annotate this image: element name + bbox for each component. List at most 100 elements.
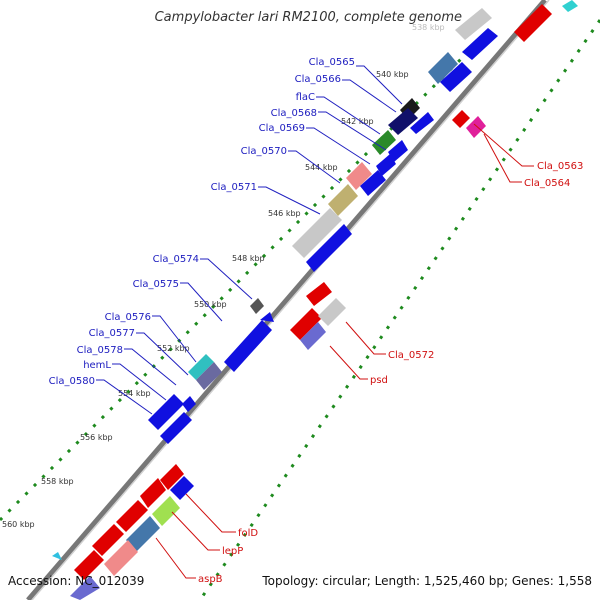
gene-feature [290, 308, 322, 340]
gene-label: psd [370, 375, 388, 386]
gene-feature [188, 354, 214, 380]
gene-label: Cla_0569 [259, 123, 305, 134]
leader-line [342, 79, 397, 113]
genome-backbone [26, 0, 547, 600]
gene-label: Cla_0575 [133, 279, 179, 290]
gene-feature [462, 28, 498, 60]
gene-label: Cla_0578 [77, 345, 123, 356]
gene-label: Cla_0572 [388, 350, 434, 361]
genome-summary: Topology: circular; Length: 1,525,460 bp… [262, 574, 592, 588]
kbp-label: 540 kbp [376, 70, 409, 79]
gene-feature [318, 298, 346, 326]
leader-line [200, 258, 253, 300]
leader-line [185, 493, 236, 533]
gene-label: aspB [198, 574, 223, 585]
gene-feature [126, 516, 160, 552]
kbp-label: 550 kbp [194, 300, 227, 309]
leader-line [258, 186, 321, 215]
gene-feature [300, 322, 326, 350]
forward-gene-labels: Cla_0565 Cla_0566 flaC Cla_0568 Cla_0569… [49, 57, 355, 387]
kbp-label: 560 kbp [2, 520, 35, 529]
leader-line [288, 150, 341, 184]
kbp-label: 546 kbp [268, 209, 301, 218]
gene-feature [170, 476, 194, 500]
gene-label: Cla_0563 [537, 161, 583, 172]
leader-line [96, 379, 153, 415]
gene-feature [260, 312, 274, 322]
gene-feature [92, 524, 124, 556]
gene-label: Cla_0580 [49, 376, 95, 387]
leader-line [171, 511, 220, 551]
gene-feature [388, 140, 408, 162]
leader-line [345, 321, 386, 355]
gene-feature [306, 282, 332, 306]
reverse-strand-track [52, 0, 578, 580]
leader-line [136, 332, 189, 376]
gene-feature [514, 4, 552, 42]
gene-feature [292, 208, 342, 258]
gene-label: Cla_0576 [105, 312, 151, 323]
gene-feature [410, 112, 434, 134]
gene-label: Cla_0565 [309, 57, 355, 68]
gene-feature [182, 396, 196, 412]
gene-label: Cla_0568 [271, 108, 317, 119]
gene-feature [452, 110, 470, 128]
gene-feature [346, 162, 372, 190]
gene-label: flaC [296, 92, 315, 103]
gene-label: Cla_0574 [153, 254, 199, 265]
kbp-labels: 538 kbp 540 kbp 542 kbp 544 kbp 546 kbp … [2, 23, 445, 529]
accession-label: Accession: NC_012039 [8, 574, 145, 588]
gene-label: Cla_0571 [211, 182, 257, 193]
gene-feature [466, 116, 486, 138]
kbp-label: 544 kbp [305, 163, 338, 172]
kbp-label: 552 kbp [157, 344, 190, 353]
gene-feature [455, 8, 492, 40]
leader-line [306, 127, 371, 165]
genome-title: Campylobacter lari RM2100, complete geno… [154, 10, 462, 25]
gene-feature [250, 298, 264, 314]
leader-line [318, 111, 387, 151]
gene-label: lepP [222, 546, 243, 557]
gene-feature [148, 394, 184, 430]
kbp-label: 556 kbp [80, 433, 113, 442]
gene-label: Cla_0566 [295, 74, 341, 85]
gene-feature [152, 496, 180, 526]
forward-strand-track [70, 8, 498, 600]
kbp-label: 538 kbp [412, 23, 445, 32]
leader-line [152, 315, 197, 363]
gene-feature [328, 184, 358, 216]
gene-feature [116, 500, 148, 532]
forward-leader-lines [96, 65, 403, 415]
gene-label: hemL [83, 360, 111, 371]
gene-label: Cla_0570 [241, 146, 287, 157]
gene-feature [372, 130, 396, 155]
genome-backbone-highlight [31, 0, 550, 600]
leader-line [316, 96, 381, 135]
leader-line [112, 363, 167, 401]
leader-line [180, 282, 223, 322]
gene-feature [224, 320, 272, 372]
gene-feature [160, 464, 184, 490]
gene-feature [52, 552, 62, 560]
gene-feature [428, 52, 458, 84]
kbp-label: 542 kbp [341, 117, 374, 126]
gene-feature [376, 154, 396, 176]
gene-feature [440, 62, 472, 92]
gene-feature [388, 108, 418, 135]
gene-feature [70, 576, 100, 600]
leader-line [483, 133, 522, 183]
gene-label: Cla_0577 [89, 328, 135, 339]
leader-line [155, 537, 196, 579]
gene-feature [306, 224, 352, 272]
reverse-leader-lines [155, 123, 534, 579]
leader-line [356, 65, 403, 105]
reverse-gene-labels: Cla_0563 Cla_0564 Cla_0572 psd folD lepP… [198, 161, 583, 585]
leader-line [124, 348, 177, 386]
kbp-label: 554 kbp [118, 389, 151, 398]
gene-feature [360, 170, 386, 196]
leader-line [329, 345, 368, 380]
leader-line [473, 123, 534, 167]
gene-feature [562, 0, 578, 12]
kbp-label: 558 kbp [41, 477, 74, 486]
